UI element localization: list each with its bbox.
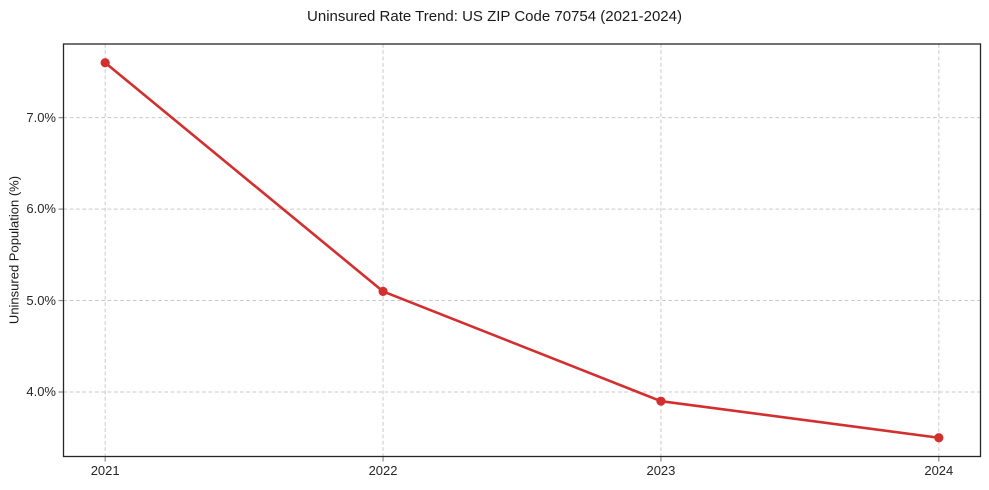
- x-tick-label: 2024: [924, 463, 954, 478]
- x-tick-label: 2022: [368, 463, 398, 478]
- y-tick-label: 7.0%: [26, 109, 56, 125]
- chart-title: Uninsured Rate Trend: US ZIP Code 70754 …: [307, 8, 682, 25]
- x-tick-label: 2023: [646, 463, 676, 478]
- y-tick-label: 6.0%: [26, 201, 56, 217]
- y-tick-label: 5.0%: [26, 292, 56, 308]
- data-point-2021: [100, 58, 110, 68]
- trend-line: [103, 61, 941, 440]
- data-point-2023: [656, 396, 666, 406]
- y-tick-label: 4.0%: [26, 384, 56, 400]
- x-tick-label: 2021: [90, 463, 120, 478]
- data-point-2022: [378, 286, 388, 297]
- axes-border: [62, 43, 982, 458]
- data-point-2024: [934, 433, 944, 443]
